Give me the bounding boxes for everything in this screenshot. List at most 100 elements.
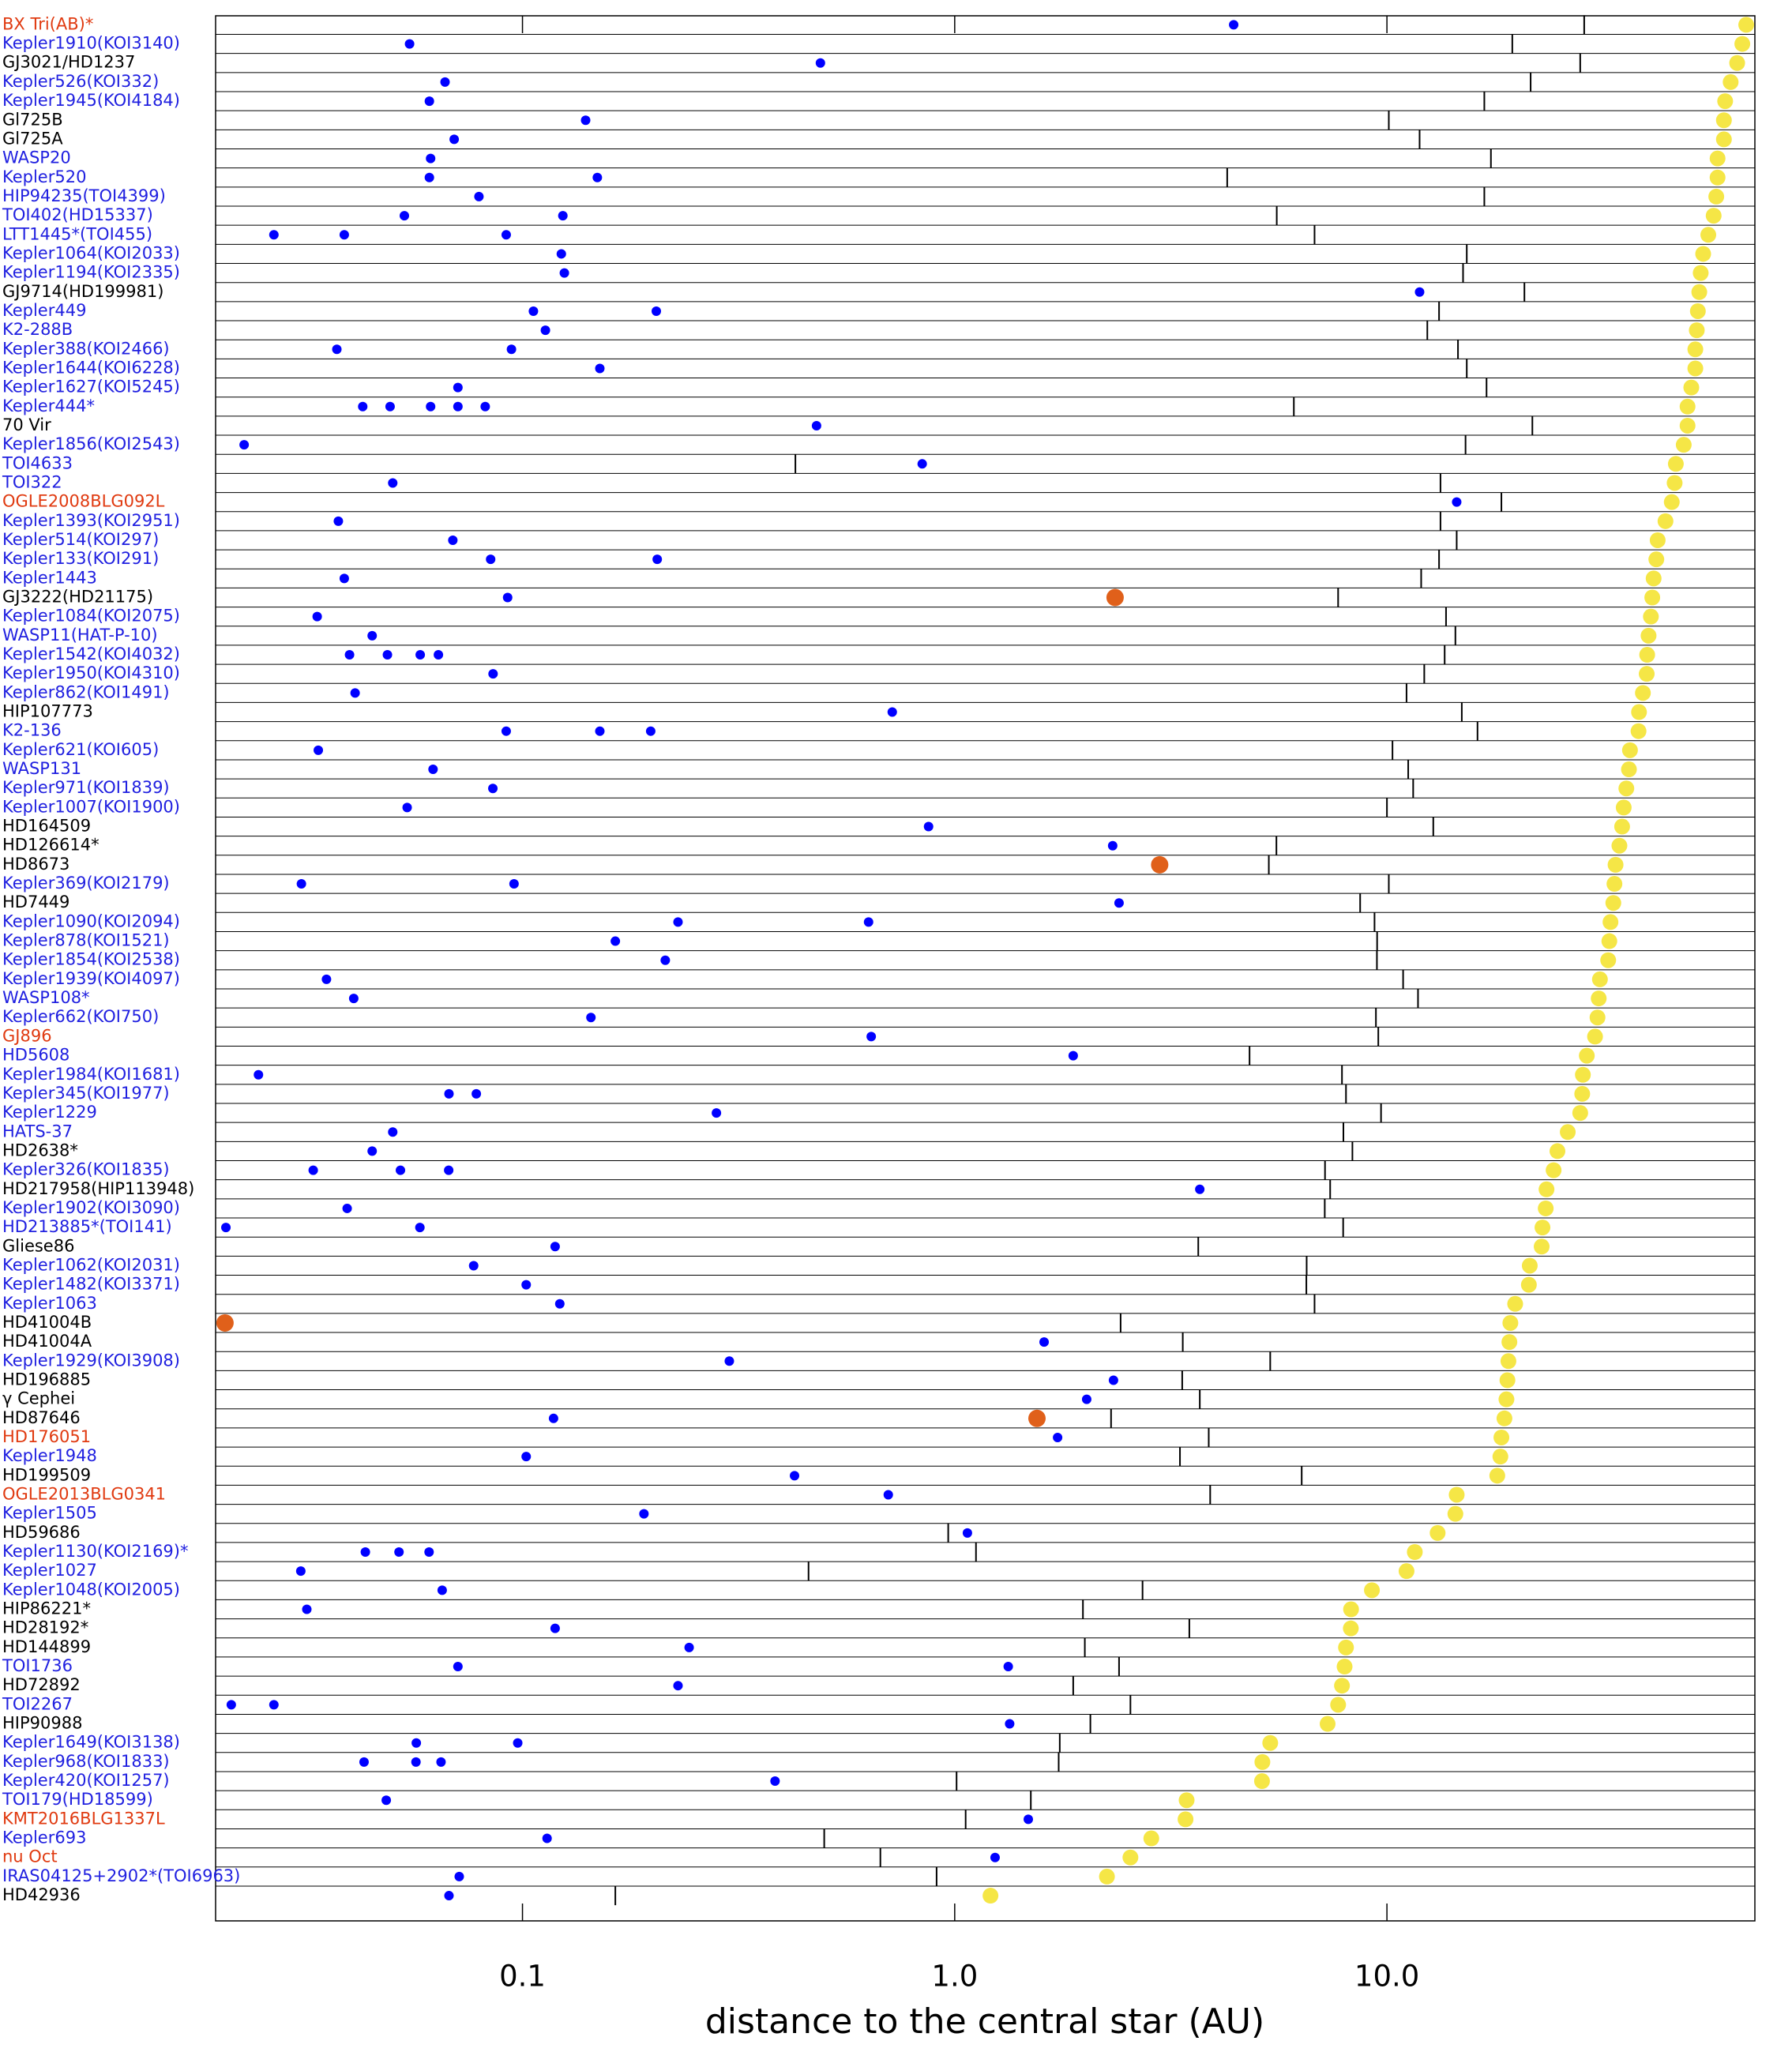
companion-star	[1498, 1391, 1515, 1407]
planet	[468, 1261, 479, 1271]
planet	[1229, 20, 1239, 30]
planet	[444, 1891, 454, 1901]
system-label: Kepler1939(KOI4097)	[2, 969, 180, 988]
companion-star	[1700, 227, 1717, 243]
companion-star	[1679, 398, 1696, 415]
planet	[866, 1032, 877, 1042]
companion-star	[1709, 169, 1726, 186]
companion-star	[1738, 17, 1755, 33]
planet	[339, 573, 349, 584]
companion-star	[1643, 608, 1659, 625]
brown-dwarf	[1028, 1409, 1046, 1427]
planet	[488, 784, 498, 794]
system-label: TOI402(HD15337)	[2, 205, 153, 224]
planet	[506, 344, 517, 355]
companion-star	[1648, 551, 1665, 568]
planet	[652, 554, 663, 565]
system-label: Kepler420(KOI1257)	[2, 1771, 170, 1790]
planet	[454, 1871, 464, 1881]
companion-star	[1657, 513, 1674, 529]
planet	[302, 1604, 312, 1614]
system-label: TOI2267	[2, 1694, 73, 1713]
system-label: Kepler662(KOI750)	[2, 1007, 159, 1026]
planet	[863, 917, 873, 927]
companion-star	[1621, 761, 1637, 778]
companion-star	[1501, 1334, 1518, 1351]
system-label: OGLE2008BLG092L	[2, 492, 165, 511]
planet	[592, 172, 603, 182]
planet	[474, 191, 484, 201]
companion-star	[1099, 1868, 1115, 1885]
system-label: Kepler1856(KOI2543)	[2, 434, 180, 453]
planet	[415, 650, 426, 660]
system-label: HD164509	[2, 817, 91, 836]
planet	[1414, 287, 1425, 297]
planet	[382, 650, 393, 660]
companion-star	[1407, 1544, 1423, 1560]
companion-star	[1607, 856, 1624, 873]
planet	[645, 726, 656, 736]
planet	[521, 1280, 532, 1290]
companion-star	[1589, 1009, 1606, 1026]
system-label: WASP11(HAT-P-10)	[2, 626, 158, 645]
system-label: Kepler693	[2, 1828, 86, 1847]
system-label: Kepler1910(KOI3140)	[2, 34, 180, 53]
planet	[815, 58, 825, 68]
companion-star	[982, 1888, 999, 1904]
system-label: Kepler968(KOI1833)	[2, 1752, 170, 1771]
companion-star	[1500, 1353, 1516, 1370]
system-label: HD59686	[2, 1523, 81, 1542]
planet	[295, 1566, 306, 1577]
companion-star	[1679, 417, 1696, 434]
planet	[509, 879, 519, 889]
companion-star	[1520, 1276, 1537, 1293]
system-label: Kepler1542(KOI4032)	[2, 645, 180, 663]
brown-dwarf	[1151, 855, 1169, 874]
companion-star	[1621, 742, 1638, 758]
planet	[385, 401, 395, 412]
planet	[790, 1471, 800, 1481]
planet	[712, 1108, 722, 1118]
planet	[554, 1298, 565, 1309]
brown-dwarf	[1106, 588, 1124, 607]
plot-frame	[215, 15, 1756, 1922]
planet	[440, 77, 450, 87]
system-label: Kepler878(KOI1521)	[2, 931, 170, 950]
system-label: HD7449	[2, 893, 70, 911]
planet	[1107, 840, 1118, 851]
planet	[1195, 1184, 1205, 1194]
planet	[1114, 898, 1124, 908]
planet	[1005, 1719, 1015, 1729]
system-label: WASP108*	[2, 988, 90, 1007]
planet	[559, 268, 569, 278]
companion-star	[1708, 188, 1725, 205]
companion-star	[1448, 1486, 1465, 1503]
system-label: WASP20	[2, 148, 71, 167]
planet	[1003, 1662, 1013, 1672]
planet	[586, 1013, 596, 1023]
companion-star	[1538, 1181, 1555, 1197]
planet	[724, 1356, 734, 1366]
system-label: HD8673	[2, 855, 70, 874]
companion-star	[1687, 341, 1704, 358]
planet	[556, 249, 566, 259]
planet	[388, 1127, 398, 1137]
companion-star	[1734, 36, 1751, 52]
planet	[542, 1833, 552, 1843]
companion-star	[1334, 1678, 1351, 1694]
system-label: Kepler526(KOI332)	[2, 72, 159, 91]
planet	[471, 1088, 482, 1099]
system-label: HD41004B	[2, 1313, 92, 1332]
companion-star	[1591, 990, 1607, 1007]
planet	[358, 401, 368, 412]
system-label: HD2638*	[2, 1141, 78, 1159]
companion-star	[1639, 666, 1655, 682]
companion-star	[1574, 1085, 1591, 1102]
system-label: Kepler388(KOI2466)	[2, 339, 170, 358]
companion-star	[1611, 837, 1628, 854]
system-label: HIP90988	[2, 1714, 82, 1733]
companion-star	[1447, 1505, 1463, 1522]
system-label: HD144899	[2, 1637, 91, 1656]
companion-star	[1689, 322, 1705, 339]
